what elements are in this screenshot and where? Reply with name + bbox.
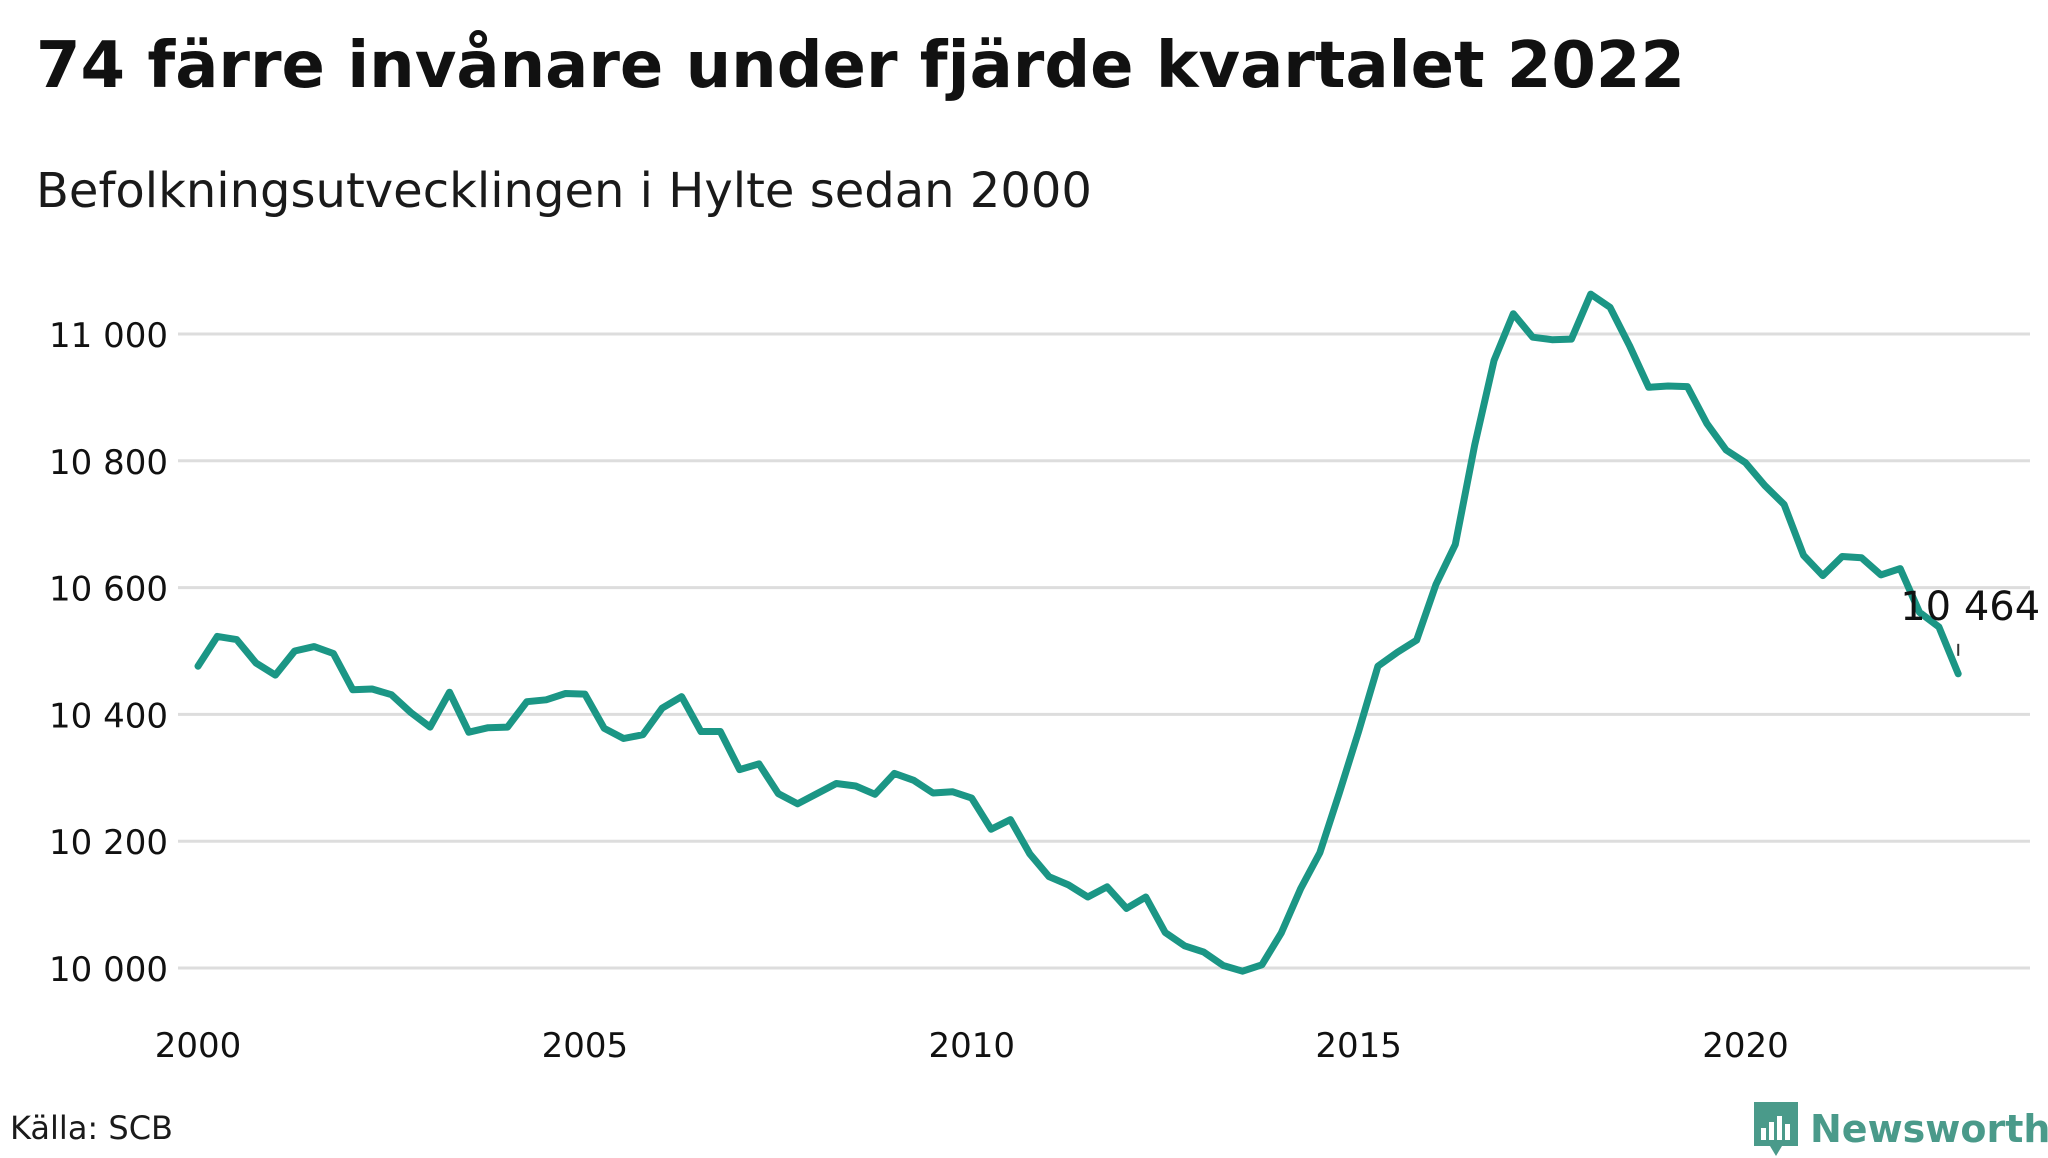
series-line-0	[194, 290, 1962, 975]
annotations: 10 464	[1900, 584, 2040, 656]
y-tick-label: 10 000	[49, 950, 168, 990]
x-tick-label: 2005	[542, 1026, 629, 1066]
x-axis-tick-labels: 2000 2005 2010 2015 2020	[155, 1026, 1789, 1066]
y-tick-label: 10 200	[49, 823, 168, 863]
gridlines	[178, 332, 2030, 970]
x-tick-label: 2010	[928, 1026, 1015, 1066]
bar-chart-speech-bubble-icon	[1754, 1102, 1798, 1156]
brand-logo: Newsworthy	[1752, 1100, 2048, 1158]
chart-subtitle: Befolkningsutvecklingen i Hylte sedan 20…	[36, 163, 1092, 219]
x-tick-label: 2015	[1315, 1026, 1402, 1066]
y-tick-label: 10 600	[49, 570, 168, 610]
series-layer	[194, 290, 1962, 975]
x-tick-label: 2000	[155, 1026, 242, 1066]
line-chart: 10 000 10 200 10 400 10 600 10 800 11 000 200…	[49, 290, 2040, 1066]
source-note: Källa: SCB	[10, 1109, 173, 1147]
y-tick-label: 10 800	[49, 443, 168, 483]
y-tick-label: 10 400	[49, 696, 168, 736]
x-tick-label: 2020	[1702, 1026, 1789, 1066]
chart-title: 74 färre invånare under fjärde kvartalet…	[36, 29, 1685, 103]
annotation-label: 10 464	[1900, 584, 2040, 630]
y-axis-tick-labels: 10 000 10 200 10 400 10 600 10 800 11 000	[49, 316, 168, 990]
brand-name: Newsworthy	[1810, 1107, 2048, 1151]
y-tick-label: 11 000	[49, 316, 168, 356]
